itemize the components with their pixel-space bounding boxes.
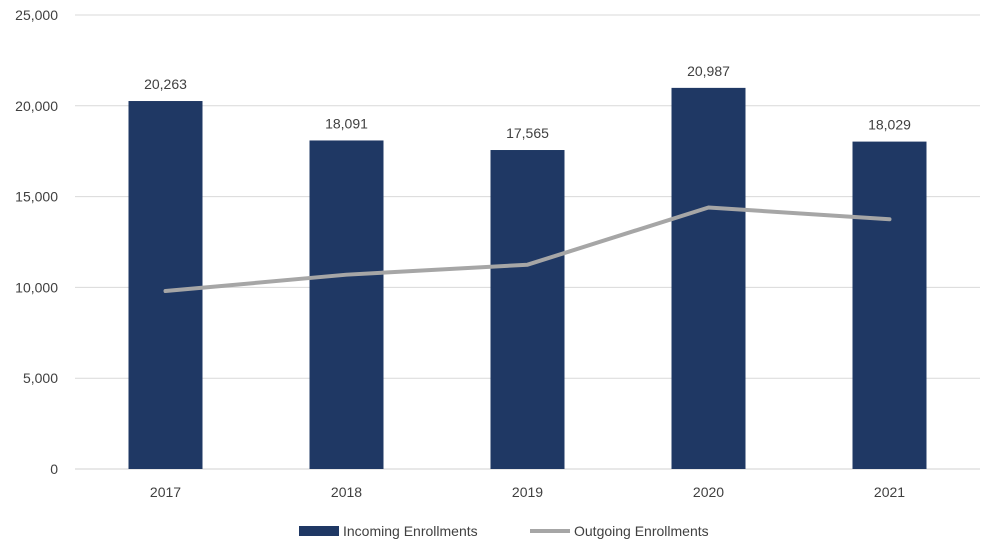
data-label-2019: 17,565 bbox=[506, 125, 549, 141]
y-tick-label-15000: 15,000 bbox=[15, 189, 58, 205]
line-outgoing-enrollments bbox=[163, 205, 892, 294]
data-label-2021: 18,029 bbox=[868, 117, 911, 133]
y-tick-label-5000: 5,000 bbox=[23, 370, 58, 386]
y-tick-label-25000: 25,000 bbox=[15, 7, 58, 23]
x-tick-label-2021: 2021 bbox=[874, 484, 905, 500]
y-tick-label-10000: 10,000 bbox=[15, 279, 58, 295]
data-label-2018: 18,091 bbox=[325, 115, 368, 131]
data-label-2017: 20,263 bbox=[144, 76, 187, 92]
bar-2021 bbox=[852, 141, 927, 469]
bar-2019 bbox=[490, 150, 565, 470]
bar-2017 bbox=[128, 101, 203, 469]
bar-2020 bbox=[671, 87, 746, 469]
y-tick-label-20000: 20,000 bbox=[15, 98, 58, 114]
x-tick-label-2017: 2017 bbox=[150, 484, 181, 500]
data-label-2020: 20,987 bbox=[687, 63, 730, 79]
x-tick-label-2020: 2020 bbox=[693, 484, 724, 500]
bar-2018 bbox=[309, 140, 384, 469]
legend-label-outgoing: Outgoing Enrollments bbox=[574, 523, 709, 539]
y-tick-label-0: 0 bbox=[50, 461, 58, 477]
x-tick-label-2019: 2019 bbox=[512, 484, 543, 500]
x-tick-label-2018: 2018 bbox=[331, 484, 362, 500]
legend-swatch-incoming bbox=[299, 526, 339, 536]
legend-label-incoming: Incoming Enrollments bbox=[343, 523, 478, 539]
